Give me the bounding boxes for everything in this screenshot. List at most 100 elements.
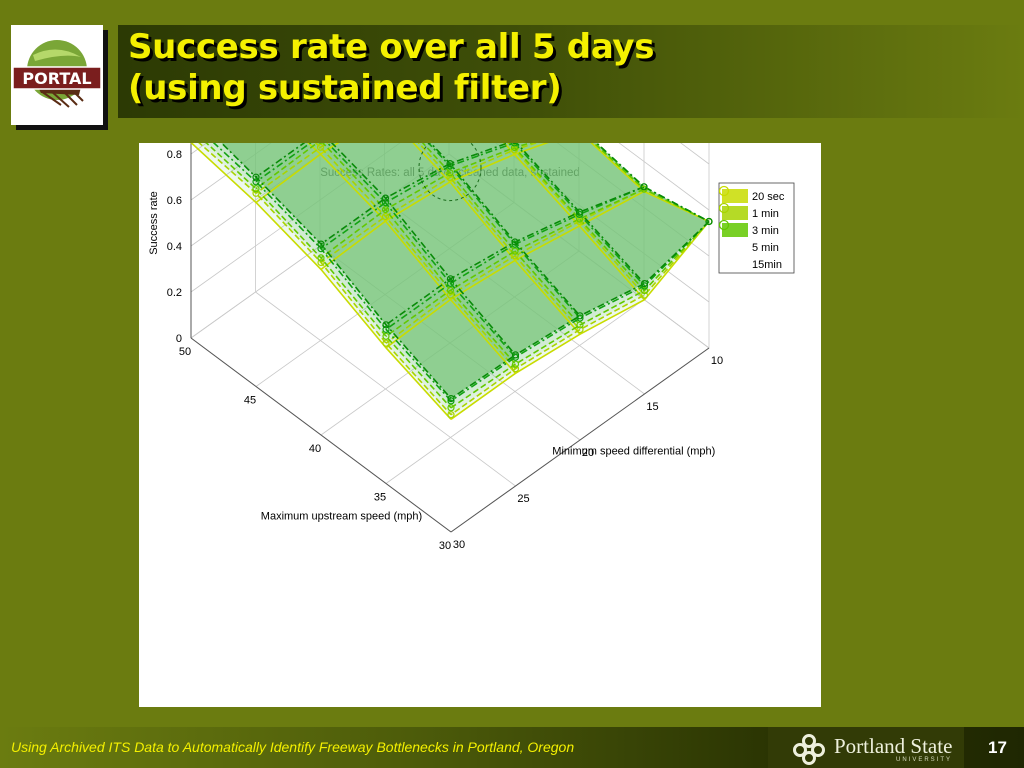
z-tick-label: 0.8 <box>167 149 182 161</box>
data-point <box>705 217 713 226</box>
data-point <box>446 279 455 287</box>
data-point <box>446 275 455 283</box>
surface-cell <box>221 143 304 178</box>
surface-gridline <box>450 220 710 420</box>
surface-gridline <box>314 143 517 370</box>
x-tick-label: 35 <box>374 492 386 504</box>
slide-title-line1: Success rate over all 5 days <box>128 27 655 67</box>
surface-gridline <box>450 220 710 402</box>
surface-gridline <box>198 143 452 416</box>
x-tick-label: 30 <box>439 540 451 552</box>
y-gridline-floor <box>255 291 516 487</box>
logo-text: PORTAL <box>22 69 91 88</box>
data-point <box>316 143 325 151</box>
y-axis-label: Minimum speed differential (mph) <box>552 446 715 458</box>
title-bar <box>118 25 1024 118</box>
z-tick-label: 0 <box>176 333 182 345</box>
surface-gridline <box>255 143 329 194</box>
legend-label: 3 min <box>752 225 779 237</box>
surface-gridline <box>190 143 452 420</box>
surface-gridline <box>307 143 517 374</box>
data-point <box>510 146 519 154</box>
data-point <box>511 238 519 246</box>
surface-gridline <box>330 143 517 356</box>
data-point <box>511 353 520 361</box>
data-point <box>640 185 648 193</box>
surface-cell <box>579 186 709 284</box>
data-point <box>640 280 649 288</box>
data-point <box>446 169 454 177</box>
surface-gridline <box>212 143 452 402</box>
y-tick-label: 25 <box>517 493 529 505</box>
data-point <box>317 254 325 262</box>
data-point <box>446 160 454 168</box>
legend-label: 20 sec <box>752 191 785 203</box>
y-axis-line <box>450 347 710 533</box>
surface-cell <box>386 278 516 399</box>
page-number: 17 <box>988 738 1007 757</box>
z-tick-label: 0.2 <box>167 287 182 299</box>
z-gridline <box>190 143 710 211</box>
data-point <box>381 194 390 202</box>
data-point <box>447 411 455 419</box>
data-point <box>252 178 260 186</box>
portal-logo: PORTAL <box>11 25 103 125</box>
surface-gridline <box>450 220 710 409</box>
legend-swatch <box>722 206 748 220</box>
data-point <box>446 286 455 294</box>
legend-marker <box>718 185 730 197</box>
chart-panel: Success Rates: all 5 days, cleaned data,… <box>139 143 821 707</box>
data-point <box>446 291 455 299</box>
y-tick-label: 20 <box>582 447 594 459</box>
slide-title-line2: (using sustained filter) <box>128 68 562 108</box>
data-point <box>640 286 649 295</box>
surface-gridline <box>320 143 534 259</box>
surface-cell <box>430 143 508 164</box>
legend-label: 1 min <box>752 208 779 220</box>
data-point <box>511 351 520 359</box>
data-point <box>252 173 260 181</box>
surface-gridline <box>320 143 518 250</box>
data-point <box>510 143 519 152</box>
surface-gridline <box>255 143 319 190</box>
data-point <box>511 240 519 248</box>
data-point <box>317 245 325 253</box>
surface-gridline <box>590 143 710 223</box>
data-point <box>576 312 584 320</box>
data-point <box>447 404 455 412</box>
data-point <box>510 143 519 147</box>
surface-chart: Success Rates: all 5 days, cleaned data,… <box>148 143 795 552</box>
legend-swatch <box>722 223 748 237</box>
surface-gridline <box>503 143 646 301</box>
x-axis-label: Maximum upstream speed (mph) <box>261 510 422 522</box>
surface-gridline <box>509 143 646 292</box>
data-point <box>511 143 518 145</box>
university-subtitle: UNIVERSITY <box>896 757 953 763</box>
data-point <box>252 185 260 193</box>
surface-cell <box>256 143 386 245</box>
data-point <box>252 189 260 197</box>
data-point <box>447 395 455 403</box>
legend-marker <box>718 219 730 231</box>
y-tick-label: 30 <box>453 539 465 551</box>
surface-gridline <box>412 143 581 335</box>
z-tick-label: 0.4 <box>167 241 182 253</box>
highlight-circle <box>418 143 482 202</box>
data-point <box>575 215 584 223</box>
surface-gridline <box>429 143 581 317</box>
data-point <box>381 212 390 221</box>
data-point <box>575 217 584 225</box>
y-tick-label: 15 <box>646 401 658 413</box>
x-axis-line <box>190 337 452 533</box>
surface-gridline <box>592 143 710 223</box>
data-point <box>575 210 584 219</box>
surface-cell <box>321 198 451 325</box>
legend-swatch <box>722 189 748 203</box>
data-point <box>446 162 454 170</box>
footer-citation: Using Archived ITS Data to Automatically… <box>11 739 575 755</box>
surface-gridline <box>220 143 452 400</box>
data-point <box>511 365 520 373</box>
data-point <box>511 360 520 368</box>
data-point <box>640 282 649 290</box>
data-point <box>640 291 649 299</box>
